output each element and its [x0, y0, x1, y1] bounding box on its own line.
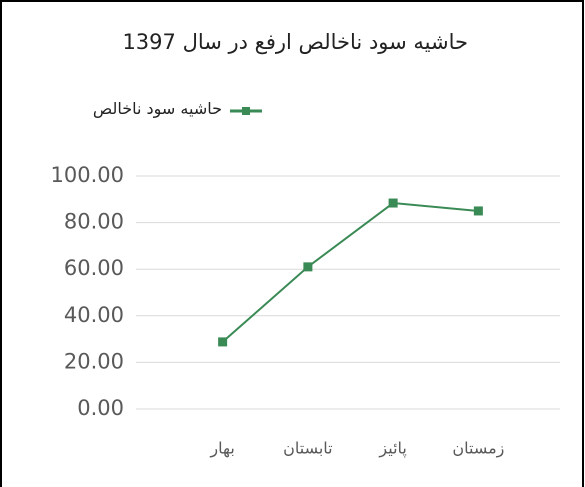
legend-label: حاشیه سود ناخالص: [92, 99, 222, 118]
y-tick-label: 80.00: [64, 210, 124, 234]
x-tick-label: پائیز: [378, 439, 406, 459]
point-marker: [388, 198, 398, 208]
point-marker: [473, 206, 483, 216]
y-tick-label: 20.00: [64, 349, 124, 373]
y-tick-label: 0.00: [77, 396, 124, 420]
point-marker: [218, 337, 228, 347]
y-tick-label: 40.00: [64, 303, 124, 327]
point-marker: [303, 262, 313, 272]
chart-title: حاشیه سود ناخالص ارفع در سال 1397: [122, 30, 468, 54]
x-tick-label: تابستان: [283, 439, 333, 458]
x-tick-label: بهار: [209, 439, 234, 459]
y-tick-label: 100.00: [51, 163, 124, 187]
y-tick-label: 60.00: [64, 256, 124, 280]
series-line: [221, 201, 479, 343]
legend-marker: [242, 107, 250, 115]
x-tick-label: زمستان: [452, 439, 504, 459]
